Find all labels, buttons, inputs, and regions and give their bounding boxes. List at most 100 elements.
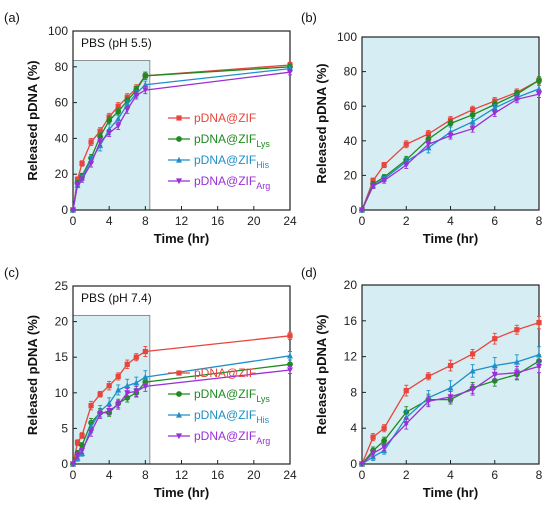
data-point [447,120,454,127]
data-point [491,362,498,369]
x-tick-label: 12 [175,214,189,228]
data-point [491,371,498,378]
panel-label: (a) [4,10,20,25]
x-tick-label: 20 [247,214,261,228]
data-point [124,361,130,367]
data-point [370,434,376,440]
legend-marker [176,391,182,397]
shaded-region [362,285,539,464]
x-tick-label: 8 [536,468,543,482]
data-point [536,77,542,84]
data-point [536,85,542,92]
data-point [491,110,498,117]
x-tick-label: 8 [142,468,149,482]
x-tick-label: 6 [491,468,498,482]
data-point [79,160,85,167]
data-point [142,87,149,94]
y-tick-label: 20 [344,168,358,182]
x-tick-label: 4 [106,214,113,228]
y-tick-label: 20 [55,167,69,181]
data-point [381,177,388,184]
y-tick-label: 12 [344,350,358,364]
x-tick-label: 0 [70,468,77,482]
data-point [403,388,409,394]
x-tick-label: 0 [70,214,77,228]
data-point [425,373,431,379]
legend-marker [176,115,182,121]
y-tick-label: 4 [350,421,357,435]
data-point [106,383,112,389]
data-point [97,128,103,134]
data-point [142,72,149,79]
x-axis-title: Time (hr) [154,485,209,500]
data-point [370,177,376,184]
data-point [74,452,81,459]
legend-entry-subscript: Lys [256,394,270,404]
data-point [124,394,131,401]
y-tick-label: 5 [61,421,68,435]
data-point [359,461,365,468]
data-point [115,103,121,109]
legend-entry: pDNA@ZIF [194,366,256,380]
data-point [124,382,131,389]
panel-label: (b) [301,10,317,25]
legend-entry-base: pDNA@ZIF [194,387,256,401]
legend-entry-subscript: Arg [256,181,270,191]
legend-marker [176,370,182,376]
legend-entry-base: pDNA@ZIF [194,366,256,380]
data-point [287,69,293,76]
legend-entry: pDNA@ZIF [194,111,256,125]
x-tick-label: 16 [211,214,225,228]
y-tick-label: 0 [61,203,68,217]
series-line [361,365,540,465]
data-point [287,361,293,368]
y-tick-label: 20 [55,315,69,329]
y-axis-title: Released pDNA (%) [314,63,329,183]
data-point [491,104,498,111]
y-tick-label: 0 [350,457,357,471]
data-point [74,176,81,183]
data-point [359,207,365,214]
legend-entry: pDNA@ZIFLys [194,132,270,149]
data-point [74,182,81,189]
y-tick-label: 16 [344,314,358,328]
data-point [425,141,432,148]
data-point [115,402,122,409]
data-point [514,327,520,333]
legend-entry-base: pDNA@ZIF [194,132,256,146]
data-point [124,107,131,113]
legend-entry-base: pDNA@ZIF [194,174,256,188]
data-point [370,450,377,457]
data-point [381,162,387,168]
y-tick-label: 0 [350,203,357,217]
data-point [381,437,388,444]
data-point [88,403,94,409]
x-tick-label: 4 [447,468,454,482]
y-tick-label: 25 [55,279,69,293]
data-point [425,131,431,137]
legend-entry-subscript: His [256,415,269,425]
data-point [425,398,432,405]
data-point [70,461,76,468]
y-tick-label: 10 [55,386,69,400]
x-tick-label: 0 [359,214,366,228]
legend: pDNA@ZIFpDNA@ZIFLyspDNA@ZIFHispDNA@ZIFAr… [168,366,270,446]
shaded-region [72,60,151,211]
x-tick-label: 20 [247,468,261,482]
data-point [491,377,498,384]
data-point [124,390,131,396]
data-point [469,367,476,374]
legend-entry: pDNA@ZIFArg [194,174,270,191]
y-axis-title: Released pDNA (%) [25,315,40,435]
data-point [142,383,149,390]
y-axis-title: Released pDNA (%) [25,60,40,180]
data-point [142,373,149,380]
legend-marker [176,411,182,418]
legend: pDNA@ZIFpDNA@ZIFLyspDNA@ZIFHispDNA@ZIFAr… [168,111,270,191]
data-point [536,363,542,370]
x-tick-label: 2 [403,468,410,482]
data-point [124,101,131,107]
data-point [115,108,122,115]
series-line [361,354,540,465]
